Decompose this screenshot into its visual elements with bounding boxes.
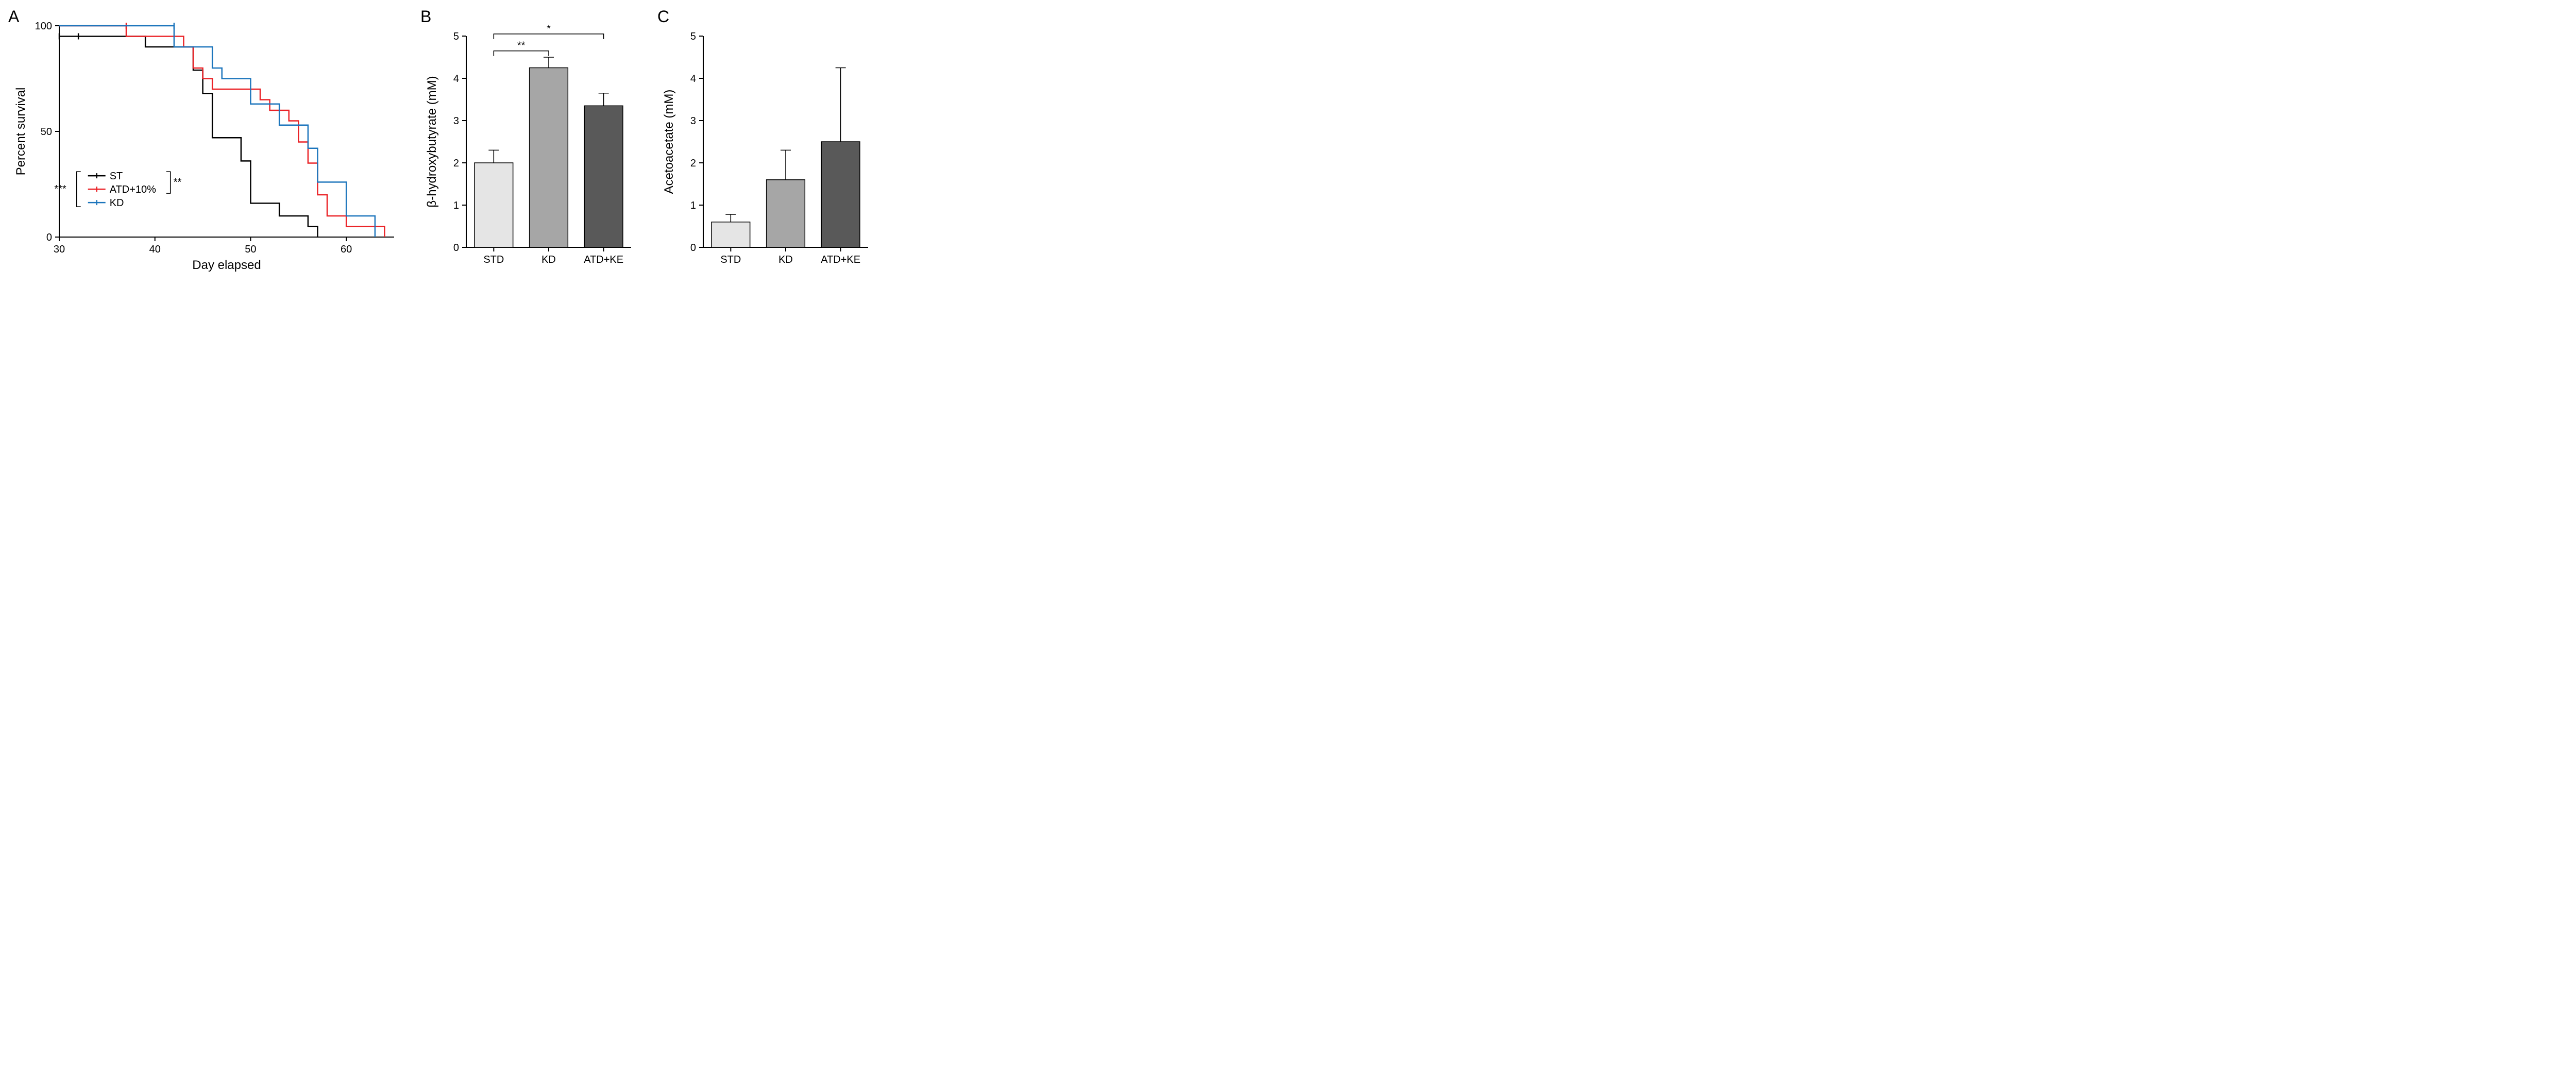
svg-text:50: 50 <box>245 244 256 255</box>
bar-ATD+KE <box>584 106 623 247</box>
panel-a-label: A <box>8 7 19 26</box>
category-label: ATD+KE <box>584 254 623 265</box>
svg-text:3: 3 <box>453 115 459 127</box>
category-label: KD <box>541 254 556 265</box>
bar-ATD+KE <box>821 142 860 247</box>
svg-text:Acetoacetate (mM): Acetoacetate (mM) <box>662 90 676 194</box>
panel-b-label: B <box>420 7 431 26</box>
panel-b: B 0 1 2 3 4 5 β-hydroxybutyrate (mM) STD KD ATD+K… <box>422 10 639 281</box>
panel-c: C 0 1 2 3 4 5 Acetoacetate (mM) STD KD ATD+KE <box>659 10 876 281</box>
svg-text:β-hydroxybutyrate (mM): β-hydroxybutyrate (mM) <box>425 76 439 207</box>
panel-b-svg: 0 1 2 3 4 5 β-hydroxybutyrate (mM) STD KD ATD+KE *… <box>422 10 639 278</box>
svg-text:**: ** <box>174 177 182 188</box>
svg-text:100: 100 <box>35 21 52 32</box>
legend-item: ATD+10% <box>110 184 156 195</box>
sig-label: ** <box>517 40 526 52</box>
svg-text:5: 5 <box>690 31 696 42</box>
bar-STD <box>711 222 750 247</box>
svg-text:30: 30 <box>54 244 65 255</box>
svg-text:50: 50 <box>41 126 52 138</box>
category-label: STD <box>720 254 741 265</box>
series-ST <box>59 37 317 238</box>
bar-KD <box>530 68 568 248</box>
svg-text:0: 0 <box>46 232 52 243</box>
svg-text:***: *** <box>54 183 66 195</box>
svg-text:3: 3 <box>690 115 696 127</box>
legend-item: ST <box>110 171 123 182</box>
sig-label: * <box>547 23 551 35</box>
svg-text:0: 0 <box>453 242 459 254</box>
bar-KD <box>767 180 805 247</box>
svg-text:0: 0 <box>690 242 696 254</box>
svg-text:2: 2 <box>690 158 696 169</box>
svg-text:1: 1 <box>453 200 459 211</box>
panel-c-svg: 0 1 2 3 4 5 Acetoacetate (mM) STD KD ATD+KE <box>659 10 876 278</box>
svg-text:4: 4 <box>690 73 696 85</box>
legend-item: KD <box>110 197 124 209</box>
series-ATD+10% <box>59 26 384 237</box>
panel-a-svg: 30 40 50 60 0 50 100 Day elapsed Percent surviva… <box>10 10 402 278</box>
svg-text:Day elapsed: Day elapsed <box>192 258 261 272</box>
panel-a: A 30 40 50 60 0 50 100 Day elapsed Percent survi… <box>10 10 402 281</box>
category-label: KD <box>778 254 793 265</box>
figure-row: A 30405060050100Day elapsedPercent survi… <box>10 10 2566 281</box>
bar-STD <box>474 163 513 247</box>
category-label: STD <box>483 254 504 265</box>
svg-text:2: 2 <box>453 158 459 169</box>
svg-text:40: 40 <box>149 244 161 255</box>
svg-text:Percent survival: Percent survival <box>14 88 28 176</box>
svg-text:4: 4 <box>453 73 459 85</box>
panel-c-label: C <box>657 7 669 26</box>
category-label: ATD+KE <box>821 254 860 265</box>
svg-text:5: 5 <box>453 31 459 42</box>
svg-text:1: 1 <box>690 200 696 211</box>
svg-text:60: 60 <box>341 244 352 255</box>
